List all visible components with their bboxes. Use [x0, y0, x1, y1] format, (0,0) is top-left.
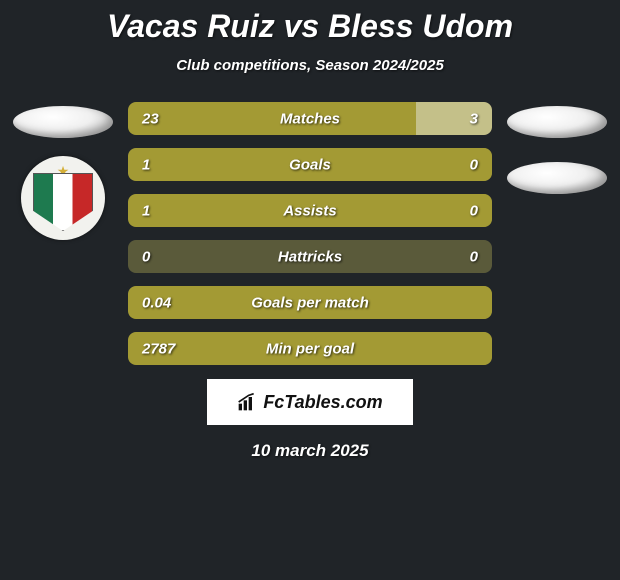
bar-left-segment — [128, 102, 416, 135]
team-badge-right-2 — [507, 162, 607, 194]
date-label: 10 march 2025 — [0, 441, 620, 461]
stat-label: Matches — [280, 110, 340, 127]
stat-bar: 0 0 Hattricks — [128, 240, 492, 273]
stat-bars-column: 23 3 Matches 1 0 Goals 1 0 Assists 0 0 Hattricks 0.0… — [118, 102, 502, 365]
stat-left-value: 2787 — [142, 340, 175, 357]
stat-left-value: 23 — [142, 110, 159, 127]
stat-bar: 2787 Min per goal — [128, 332, 492, 365]
right-side-column — [502, 102, 612, 194]
left-side-column: ★ — [8, 102, 118, 240]
club-crest-left: ★ — [21, 156, 105, 240]
stat-bar: 23 3 Matches — [128, 102, 492, 135]
stat-bar: 1 0 Goals — [128, 148, 492, 181]
shield-icon — [33, 173, 93, 231]
team-badge-left-1 — [13, 106, 113, 138]
stat-bar: 1 0 Assists — [128, 194, 492, 227]
stat-label: Goals — [289, 156, 331, 173]
stat-left-value: 1 — [142, 202, 150, 219]
stat-left-value: 0.04 — [142, 294, 171, 311]
stat-label: Goals per match — [251, 294, 369, 311]
stat-right-value: 0 — [470, 156, 478, 173]
stat-right-value: 3 — [470, 110, 478, 127]
fctables-logo[interactable]: FcTables.com — [207, 379, 413, 425]
team-badge-right-1 — [507, 106, 607, 138]
stat-left-value: 0 — [142, 248, 150, 265]
subtitle: Club competitions, Season 2024/2025 — [0, 57, 620, 74]
stats-section: ★ 233Matches10Goals10Assists00Hattricks0… — [0, 102, 620, 365]
bar-right-segment — [416, 102, 492, 135]
stat-right-value: 0 — [470, 248, 478, 265]
chart-icon — [237, 392, 257, 412]
stat-left-value: 1 — [142, 156, 150, 173]
stat-label: Min per goal — [266, 340, 354, 357]
stat-bar: 0.04 Goals per match — [128, 286, 492, 319]
stat-label: Hattricks — [278, 248, 342, 265]
page-title: Vacas Ruiz vs Bless Udom — [0, 8, 620, 45]
stat-right-value: 0 — [470, 202, 478, 219]
logo-text: FcTables.com — [263, 392, 382, 413]
stat-label: Assists — [283, 202, 336, 219]
